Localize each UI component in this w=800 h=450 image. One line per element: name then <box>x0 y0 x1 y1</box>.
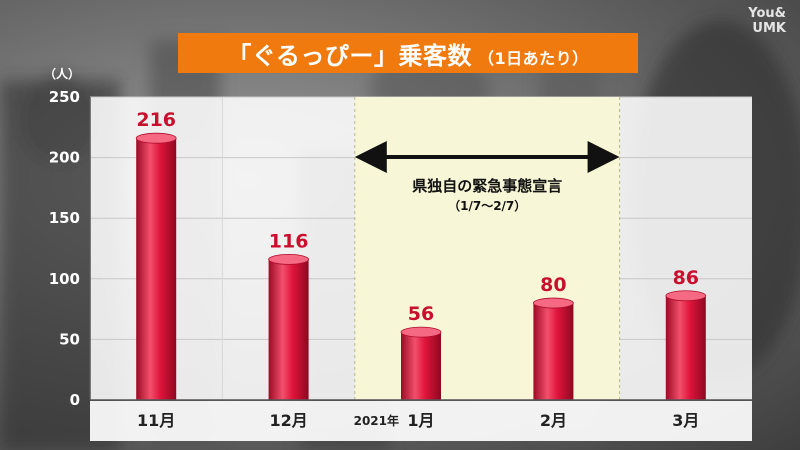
y-tick-label: 50 <box>59 330 80 348</box>
bar-1 <box>135 132 177 400</box>
data-label: 86 <box>673 267 699 289</box>
data-label: 80 <box>540 274 566 296</box>
bar-3 <box>400 326 442 400</box>
chart-title-sub: （1日あたり） <box>477 48 589 68</box>
chart-title-box: 「ぐるっぴー」乗客数 （1日あたり） <box>178 33 638 73</box>
data-label: 116 <box>269 230 309 252</box>
bar-body <box>665 295 706 400</box>
data-label: 56 <box>408 303 434 325</box>
bar-cap <box>665 290 707 302</box>
highlight-label: 県独自の緊急事態宣言 <box>412 177 562 195</box>
bar-cap <box>400 326 442 338</box>
bar-body <box>136 138 177 400</box>
bar-2 <box>268 254 310 400</box>
bar-4 <box>533 297 574 400</box>
channel-watermark: You& UMK <box>748 6 786 36</box>
bar-body <box>268 259 309 400</box>
x-tick-label: 3月 <box>672 411 699 430</box>
year-label: 2021年 <box>354 413 399 428</box>
x-tick-label: 11月 <box>137 411 175 430</box>
bar-cap <box>135 132 177 144</box>
bar-body <box>401 332 441 400</box>
y-tick-label: 200 <box>49 149 80 167</box>
bar-series: 216 116 56 80 86 <box>135 109 707 400</box>
bar-cap <box>533 297 574 309</box>
bar-body <box>533 303 574 400</box>
y-tick-label: 250 <box>49 88 80 106</box>
data-label: 216 <box>136 109 176 131</box>
y-axis-unit: （人） <box>44 66 80 81</box>
bar-cap <box>268 254 310 265</box>
x-tick-label: 12月 <box>269 411 307 430</box>
highlight-band <box>354 97 620 400</box>
x-tick-label: 2月 <box>540 411 567 430</box>
x-tick-label: 1月 <box>407 411 434 430</box>
y-tick-label: 0 <box>70 391 80 409</box>
x-axis: 11月 12月 1月 2021年 2月 3月 <box>89 97 752 441</box>
chart-title-main: 「ぐるっぴー」乗客数 <box>227 41 472 70</box>
chart-title: 「ぐるっぴー」乗客数 （1日あたり） <box>227 36 588 71</box>
highlight-sublabel: （1/7〜2/7） <box>448 198 526 213</box>
bar-5 <box>665 290 707 400</box>
y-axis: 0 50 100 150 200 250 （人） <box>44 66 80 409</box>
y-tick-label: 150 <box>49 209 80 227</box>
y-tick-label: 100 <box>49 270 80 288</box>
x-axis-band <box>90 401 752 441</box>
emergency-period-highlight: 県独自の緊急事態宣言 （1/7〜2/7） <box>354 97 621 400</box>
